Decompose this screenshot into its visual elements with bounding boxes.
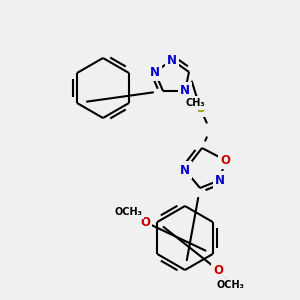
Text: N: N [180,85,190,98]
Text: N: N [215,173,225,187]
Text: S: S [196,101,204,115]
Text: O: O [220,154,230,166]
Text: CH₃: CH₃ [185,98,205,108]
Text: N: N [167,53,177,67]
Text: O: O [140,215,150,229]
Text: OCH₃: OCH₃ [114,207,142,217]
Text: N: N [180,164,190,176]
Text: O: O [213,263,223,277]
Text: N: N [150,65,160,79]
Text: OCH₃: OCH₃ [216,280,244,290]
